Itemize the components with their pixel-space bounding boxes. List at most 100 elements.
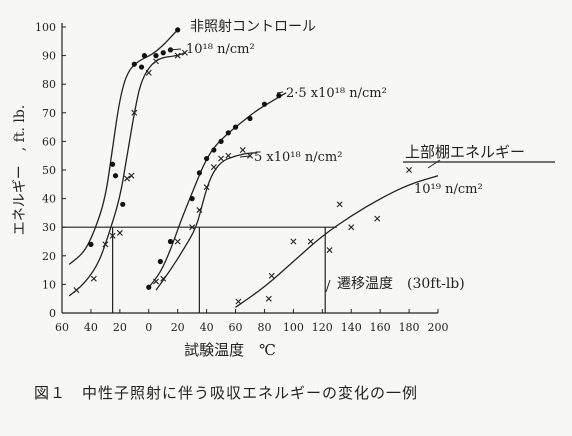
data-point-x xyxy=(196,207,203,214)
annotation-label: 10¹⁹ n/cm² xyxy=(414,182,483,197)
data-point-x xyxy=(307,238,314,245)
annotation-label: 5 x10¹⁸ n/cm² xyxy=(254,150,342,165)
x-stroke xyxy=(247,152,253,159)
data-point-x xyxy=(124,175,131,182)
data-point-dot xyxy=(88,241,94,247)
data-point-dot xyxy=(153,53,159,59)
x-tick-label: 40 xyxy=(84,321,98,334)
x-stroke xyxy=(109,232,116,239)
x-tick-label: 60 xyxy=(229,321,243,334)
data-point-x xyxy=(109,232,116,239)
x-stroke xyxy=(290,238,297,245)
data-point-dot xyxy=(120,201,126,207)
x-stroke xyxy=(326,247,333,254)
x-stroke xyxy=(203,184,210,191)
data-point-x xyxy=(374,215,381,222)
series-curve-2 xyxy=(148,92,287,288)
data-point-x xyxy=(290,238,297,245)
data-point-x xyxy=(225,152,232,159)
data-point-x xyxy=(406,167,413,173)
data-point-dot xyxy=(175,27,181,33)
data-point-dot xyxy=(196,170,202,176)
x-stroke xyxy=(189,224,196,231)
leader-arrow xyxy=(168,48,182,51)
annotation-label: 遷移温度 (30ft-lb) xyxy=(337,276,465,292)
x-stroke xyxy=(131,109,138,116)
annotation-label: 10¹⁸ n/cm² xyxy=(186,42,255,57)
x-stroke xyxy=(268,272,275,279)
y-tick-label: 40 xyxy=(42,193,56,206)
x-stroke xyxy=(406,167,413,173)
figure-caption: 図１ 中性子照射に伴う吸収エネルギーの変化の一例 xyxy=(34,384,419,402)
leader-arrow xyxy=(325,279,331,293)
x-tick-label: 180 xyxy=(399,321,420,334)
data-point-x xyxy=(348,224,355,231)
x-tick-label: 140 xyxy=(341,321,362,334)
data-point-x xyxy=(218,155,225,162)
data-point-dot xyxy=(157,258,163,265)
data-point-dot xyxy=(204,155,210,162)
data-point-dot xyxy=(218,138,224,144)
annotation-label: 非照射コントロール xyxy=(190,19,316,35)
data-markers xyxy=(73,27,413,305)
x-stroke xyxy=(174,238,181,245)
x-stroke xyxy=(196,207,203,214)
x-stroke xyxy=(116,229,123,236)
data-point-x xyxy=(90,275,97,282)
x-stroke xyxy=(336,201,343,208)
data-point-x xyxy=(268,272,275,279)
x-stroke xyxy=(239,146,246,153)
data-point-dot xyxy=(131,61,137,67)
x-stroke xyxy=(73,287,80,294)
x-stroke xyxy=(153,58,159,65)
x-axis-title: 試験温度 ℃ xyxy=(184,341,276,359)
series-curve-0 xyxy=(68,29,179,265)
data-point-x xyxy=(73,287,80,294)
data-point-x xyxy=(116,229,123,236)
y-tick-label: 0 xyxy=(49,307,56,320)
y-tick-label: 60 xyxy=(42,135,56,148)
y-tick-label: 100 xyxy=(35,21,56,34)
y-tick-label: 50 xyxy=(42,164,56,177)
data-point-dot xyxy=(247,115,253,122)
data-point-x xyxy=(210,164,217,171)
x-tick-label: 40 xyxy=(200,321,214,334)
data-point-x xyxy=(128,172,135,179)
data-point-x xyxy=(102,241,109,248)
data-point-dot xyxy=(112,173,119,179)
x-stroke xyxy=(210,164,217,171)
annotations: 非照射コントロール 10¹⁸ n/cm² 2·5 x10¹⁸ n/cm² 5 x10¹… xyxy=(168,19,555,293)
x-tick-label: 200 xyxy=(428,321,449,334)
x-tick-label: 80 xyxy=(257,321,271,334)
x-tick-label: 60 xyxy=(55,321,69,334)
data-point-x xyxy=(145,69,152,76)
x-tick-label: 120 xyxy=(312,321,333,334)
x-stroke xyxy=(374,215,381,222)
x-stroke xyxy=(235,298,242,305)
x-stroke xyxy=(307,238,314,245)
data-point-dot xyxy=(138,64,145,70)
x-stroke xyxy=(265,295,272,302)
y-tick-label: 20 xyxy=(42,250,56,263)
data-point-x xyxy=(153,278,159,285)
data-point-dot xyxy=(110,161,116,167)
data-point-x xyxy=(181,49,188,56)
leader-arrow xyxy=(239,155,251,158)
y-tick-label: 80 xyxy=(42,78,56,91)
series-curve-4 xyxy=(235,175,439,308)
leader-arrow xyxy=(427,159,441,169)
y-tick-label: 90 xyxy=(42,50,56,63)
data-point-dot xyxy=(225,130,231,136)
data-point-x xyxy=(174,52,181,59)
data-point-dot xyxy=(146,284,152,290)
data-point-x xyxy=(174,238,181,245)
x-stroke xyxy=(225,152,232,159)
x-stroke xyxy=(181,49,188,56)
x-stroke xyxy=(160,275,167,282)
data-point-dot xyxy=(189,196,195,202)
x-tick-label: 20 xyxy=(113,321,127,334)
data-point-dot xyxy=(261,101,268,107)
x-stroke xyxy=(102,241,109,248)
series-curves xyxy=(68,29,439,308)
